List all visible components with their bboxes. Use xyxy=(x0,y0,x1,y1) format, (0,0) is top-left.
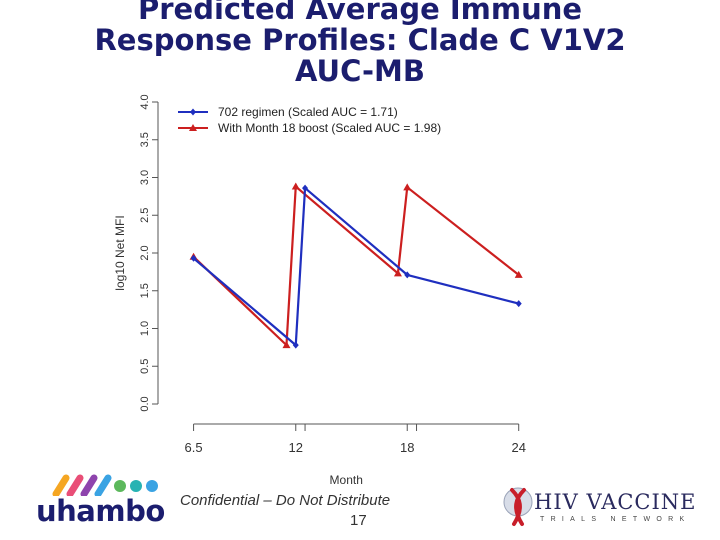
legend-marker xyxy=(190,108,196,116)
legend-entry: With Month 18 boost (Scaled AUC = 1.98) xyxy=(218,121,441,135)
uhambo-logo: uhambo xyxy=(36,470,166,530)
slide-title: Predicted Average Immune Response Profil… xyxy=(0,0,720,87)
uhambo-figures-icon xyxy=(52,474,158,496)
data-point xyxy=(403,183,412,191)
slide-title-line-3: AUC-MB xyxy=(294,54,426,88)
data-point xyxy=(190,254,197,262)
uhambo-wordmark: uhambo xyxy=(36,494,165,528)
y-tick-label: 2.0 xyxy=(139,245,151,260)
data-point xyxy=(302,184,309,192)
hvtn-logo: HIV VACCINE TRIALS NETWORK xyxy=(500,482,696,532)
line-chart: 0.0 0.5 1.0 1.5 2.0 2.5 3.0 3.5 4.0 6.5 12 18 24 Mont… xyxy=(113,94,526,484)
x-tick-label: 24 xyxy=(511,440,525,455)
x-tick-label: 12 xyxy=(289,440,303,455)
y-tick-label: 3.5 xyxy=(139,132,151,147)
y-tick-label: 0.5 xyxy=(139,359,151,374)
y-axis-label: log10 Net MFI xyxy=(113,215,127,290)
slide-title-line-2: Response Profiles: Clade C V1V2 xyxy=(94,23,626,57)
data-point xyxy=(393,269,402,277)
y-tick-label: 3.0 xyxy=(139,170,151,185)
y-tick-label: 4.0 xyxy=(139,94,151,109)
data-point xyxy=(515,300,522,308)
data-point xyxy=(514,270,523,278)
x-tick-label: 18 xyxy=(400,440,414,455)
data-point xyxy=(291,182,300,190)
y-tick-label: 1.5 xyxy=(139,283,151,298)
series-line-0 xyxy=(192,186,519,347)
legend-entry: 702 regimen (Scaled AUC = 1.71) xyxy=(218,105,398,119)
ribbon-globe-icon xyxy=(503,487,533,526)
data-point xyxy=(282,341,291,349)
data-point xyxy=(292,341,299,349)
confidential-notice: Confidential – Do Not Distribute xyxy=(180,492,391,509)
page-number: 17 xyxy=(350,512,367,529)
slide-title-line-1: Predicted Average Immune xyxy=(137,0,583,26)
data-point xyxy=(404,271,411,279)
x-axis-label: Month xyxy=(330,473,363,484)
y-tick-label: 2.5 xyxy=(139,208,151,223)
y-tick-label: 0.0 xyxy=(139,396,151,411)
legend-marker xyxy=(189,124,197,131)
hvtn-wordmark: HIV VACCINE xyxy=(534,490,697,514)
x-tick-label: 6.5 xyxy=(185,440,203,455)
y-tick-label: 1.0 xyxy=(139,321,151,336)
series-line-1 xyxy=(192,185,520,347)
hvtn-subtext: TRIALS NETWORK xyxy=(540,516,691,523)
